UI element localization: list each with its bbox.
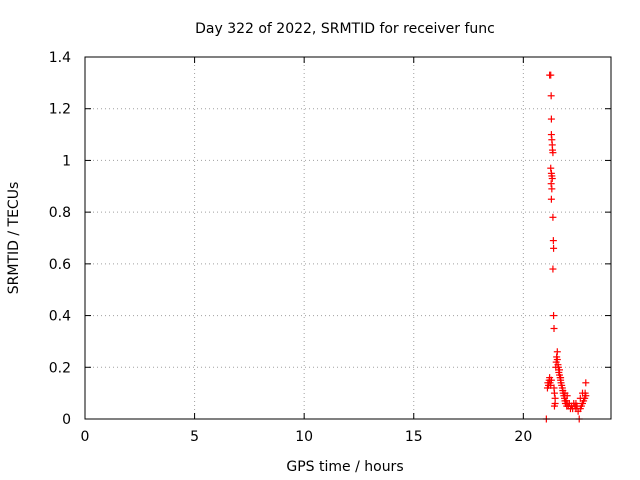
data-point <box>549 265 557 273</box>
data-point <box>547 376 555 384</box>
data-point <box>572 399 580 407</box>
y-axis-label: SRMTID / TECUs <box>6 182 22 295</box>
x-tick-label: 20 <box>514 429 532 445</box>
data-point <box>547 164 555 172</box>
y-tick-label: 0 <box>62 412 71 428</box>
y-tick-label: 0.4 <box>49 309 71 325</box>
x-tick-label: 0 <box>81 429 90 445</box>
x-tick-label: 5 <box>190 429 199 445</box>
data-point <box>553 356 561 364</box>
data-point <box>550 325 558 332</box>
data-point <box>549 149 557 157</box>
data-point <box>582 379 590 387</box>
y-tick-label: 0.8 <box>49 205 71 221</box>
data-point <box>549 213 557 221</box>
data-point <box>555 366 563 374</box>
y-tick-label: 1.4 <box>49 50 71 66</box>
y-tick-label: 0.6 <box>49 257 71 273</box>
data-point <box>547 71 555 79</box>
data-point <box>548 175 556 183</box>
y-tick-labels: 0 0.2 0.4 0.6 0.8 1 1.2 1.4 <box>49 50 71 428</box>
axis-ticks <box>84 56 611 420</box>
y-tick-label: 0.2 <box>49 360 71 376</box>
x-tick-label: 15 <box>405 429 423 445</box>
data-point <box>561 389 569 397</box>
data-point <box>550 389 558 397</box>
x-tick-label: 10 <box>295 429 313 445</box>
y-tick-label: 1.2 <box>49 102 71 118</box>
data-point <box>547 92 555 100</box>
data-point <box>557 374 565 382</box>
plot-frame <box>84 56 612 420</box>
data-point <box>579 389 587 397</box>
data-point <box>576 394 584 402</box>
data-point <box>549 237 557 245</box>
data-point <box>550 244 558 252</box>
data-point <box>550 402 558 410</box>
x-axis-label: GPS time / hours <box>286 459 403 475</box>
data-point <box>547 195 555 203</box>
data-point <box>550 312 558 320</box>
data-point <box>553 348 561 356</box>
data-points <box>542 71 590 423</box>
x-tick-labels: 0 5 10 15 20 <box>81 429 533 445</box>
chart-title: Day 322 of 2022, SRMTID for receiver fun… <box>195 21 495 37</box>
data-point <box>548 185 556 193</box>
y-tick-label: 1 <box>62 153 71 169</box>
gridlines <box>85 57 611 419</box>
data-point <box>547 115 555 123</box>
data-point <box>547 180 555 188</box>
